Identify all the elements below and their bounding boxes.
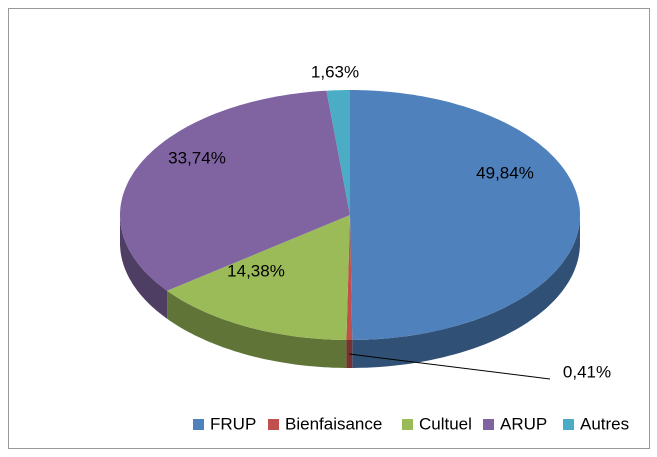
- legend-swatch: [268, 419, 279, 430]
- data-label: 33,74%: [168, 148, 226, 167]
- slice-side: [352, 215, 580, 368]
- legend-label: Autres: [580, 414, 629, 433]
- slice-side: [120, 215, 168, 319]
- slice: [346, 215, 353, 340]
- legend-label: ARUP: [500, 414, 547, 433]
- data-label: 0,41%: [563, 362, 611, 381]
- slice: [350, 90, 580, 340]
- slice-side: [167, 290, 347, 368]
- slice: [167, 215, 350, 340]
- data-label: 49,84%: [476, 163, 534, 182]
- leader-line: [349, 353, 551, 380]
- slice: [326, 90, 350, 215]
- legend-label: Cultuel: [419, 414, 472, 433]
- slice: [120, 90, 350, 291]
- legend-label: Bienfaisance: [285, 414, 382, 433]
- legend-swatch: [483, 419, 494, 430]
- legend-swatch: [563, 419, 574, 430]
- legend-swatch: [402, 419, 413, 430]
- legend-label: FRUP: [210, 414, 256, 433]
- data-label: 14,38%: [227, 261, 285, 280]
- data-label: 1,63%: [311, 62, 359, 81]
- legend-swatch: [193, 419, 204, 430]
